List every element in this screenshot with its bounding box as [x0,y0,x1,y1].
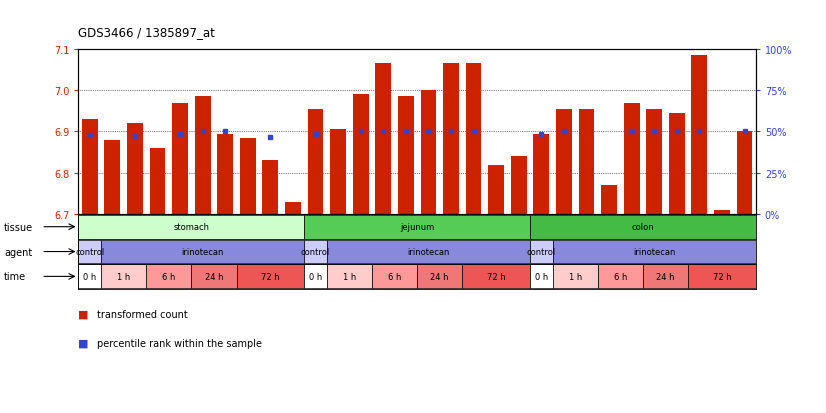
Text: irinotecan: irinotecan [407,247,449,256]
Bar [534,134,549,215]
Text: 72 h: 72 h [713,272,731,281]
Bar [688,265,756,289]
Text: colon: colon [632,223,654,232]
Bar [82,120,97,215]
Bar [714,211,730,215]
Bar [304,240,327,264]
Text: 24 h: 24 h [205,272,223,281]
Text: 0 h: 0 h [309,272,322,281]
Bar [150,149,165,215]
Text: 0 h: 0 h [83,272,97,281]
Text: control: control [301,247,330,256]
Bar [463,265,530,289]
Text: ■: ■ [78,309,89,319]
Bar [146,265,192,289]
Text: 24 h: 24 h [656,272,675,281]
Bar [104,140,121,215]
Bar [669,114,685,215]
Text: 1 h: 1 h [117,272,131,281]
Text: transformed count: transformed count [97,309,188,319]
Bar [578,109,595,215]
Bar [691,56,707,215]
Text: 0 h: 0 h [534,272,548,281]
Bar [353,95,368,215]
Bar [556,109,572,215]
Bar [624,103,639,215]
Bar [530,215,756,239]
Text: jejunum: jejunum [400,223,434,232]
Bar [737,132,752,215]
Bar [236,265,304,289]
Bar [195,97,211,215]
Bar [598,265,643,289]
Text: 24 h: 24 h [430,272,449,281]
Bar [285,202,301,215]
Text: irinotecan: irinotecan [633,247,676,256]
Bar [420,91,436,215]
Bar [553,265,598,289]
Bar [217,134,233,215]
Bar [375,64,392,215]
Bar [327,265,372,289]
Bar [127,124,143,215]
Bar [78,215,304,239]
Bar [601,186,617,215]
Text: stomach: stomach [173,223,209,232]
Bar [192,265,236,289]
Text: 1 h: 1 h [568,272,582,281]
Bar [553,240,756,264]
Bar [372,265,417,289]
Text: 6 h: 6 h [388,272,401,281]
Text: 72 h: 72 h [261,272,280,281]
Text: GDS3466 / 1385897_at: GDS3466 / 1385897_at [78,26,216,39]
Bar [78,265,101,289]
Text: tissue: tissue [4,222,33,232]
Text: control: control [75,247,104,256]
Bar [530,240,553,264]
Bar [488,165,504,215]
Bar [78,240,101,264]
Bar [240,138,256,215]
Bar [172,103,188,215]
Text: 6 h: 6 h [162,272,175,281]
Bar [263,161,278,215]
Bar [307,109,324,215]
Bar [101,265,146,289]
Text: agent: agent [4,247,32,257]
Bar [327,240,530,264]
Bar [304,215,530,239]
Text: 72 h: 72 h [487,272,506,281]
Bar [510,157,527,215]
Text: control: control [527,247,556,256]
Bar [101,240,304,264]
Text: ■: ■ [78,338,89,348]
Text: irinotecan: irinotecan [182,247,224,256]
Bar [466,64,482,215]
Bar [643,265,688,289]
Bar [304,265,327,289]
Text: 6 h: 6 h [614,272,627,281]
Bar [398,97,414,215]
Bar [417,265,463,289]
Text: percentile rank within the sample: percentile rank within the sample [97,338,262,348]
Bar [330,130,346,215]
Bar [646,109,662,215]
Text: 1 h: 1 h [343,272,356,281]
Text: time: time [4,272,26,282]
Bar [443,64,459,215]
Bar [530,265,553,289]
